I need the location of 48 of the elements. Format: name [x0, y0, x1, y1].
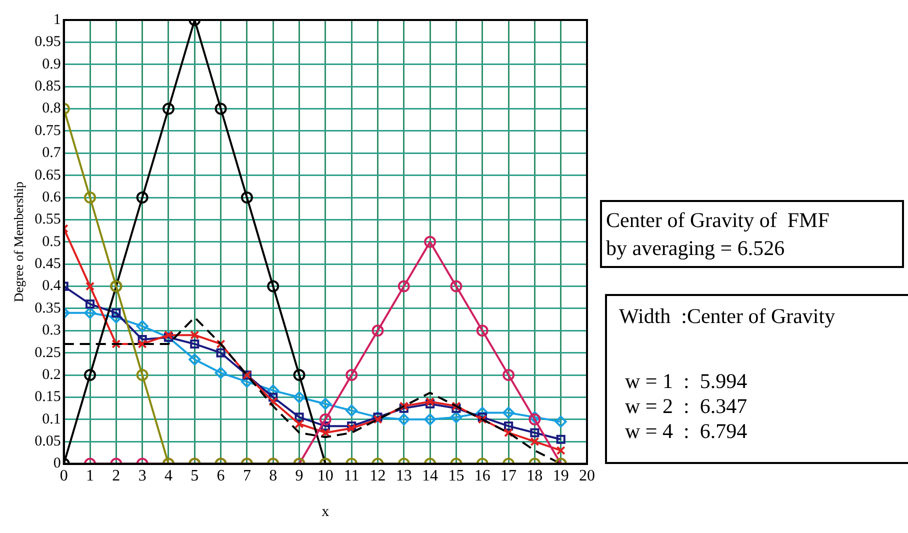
text: w = 1 : 5.994 [624, 369, 748, 394]
y-tick-label: 1 [53, 12, 61, 28]
y-tick-label: 0 [53, 456, 61, 472]
y-tick-label: 0.75 [34, 122, 61, 139]
y-tick-label: 0.2 [42, 366, 61, 383]
text: w = 4 : 6.794 [624, 419, 748, 444]
y-tick-label: 0.55 [34, 212, 61, 228]
y-tick-label: 0.15 [34, 389, 61, 406]
y-tick-label: 0.25 [34, 344, 61, 361]
y-tick-label: 0.9 [42, 56, 61, 72]
y-tick-label: 0.65 [34, 167, 61, 184]
x-tick-label: 16 [474, 468, 490, 485]
y-tick-label: 0.7 [42, 145, 62, 162]
x-tick-label: 2 [112, 468, 120, 485]
text: Center of Gravity of FMF by averaging = 6.526 [600, 200, 904, 268]
x-tick-label: 20 [579, 468, 595, 485]
x-tick-label: 18 [526, 468, 543, 485]
y-tick-label: 0.95 [34, 34, 61, 50]
x-tick-label: 11 [344, 468, 360, 485]
x-tick-label: 4 [164, 468, 172, 485]
x-tick-label: 12 [370, 468, 386, 485]
x-tick-label: 17 [500, 468, 517, 485]
x-tick-label: 15 [448, 468, 464, 485]
x-tick-label: 9 [295, 468, 304, 485]
x-tick-label: 13 [396, 468, 412, 485]
x-tick-label: 8 [269, 468, 278, 485]
text: w = 2 : 6.347 [624, 394, 748, 419]
y-tick-label: 0.35 [34, 300, 61, 316]
y-tick-label: 0.3 [42, 322, 61, 339]
y-tick-label: 0.45 [34, 256, 61, 272]
y-tick-label: 0.85 [34, 78, 61, 95]
y-tick-label: 0.6 [42, 189, 62, 206]
x-tick-label: 7 [242, 468, 251, 485]
y-tick-label: 0.1 [42, 411, 61, 428]
x-tick-label: 6 [216, 468, 225, 485]
y-tick-label: 0.5 [42, 234, 61, 250]
x-tick-label: 14 [422, 468, 438, 485]
y-tick-label: 0.8 [42, 100, 61, 117]
x-axis-title: x [322, 504, 330, 520]
x-tick-label: 10 [317, 468, 334, 485]
y-tick-label: 0.05 [34, 434, 61, 450]
y-axis-title: Degree of Membership [11, 182, 26, 302]
x-tick-label: 19 [552, 468, 569, 485]
x-tick-label: 5 [190, 468, 199, 485]
text: Width :Center of Gravity [619, 304, 836, 329]
y-tick-label: 0.4 [42, 278, 62, 294]
x-tick-label: 1 [86, 468, 94, 485]
x-tick-label: 3 [138, 468, 146, 485]
